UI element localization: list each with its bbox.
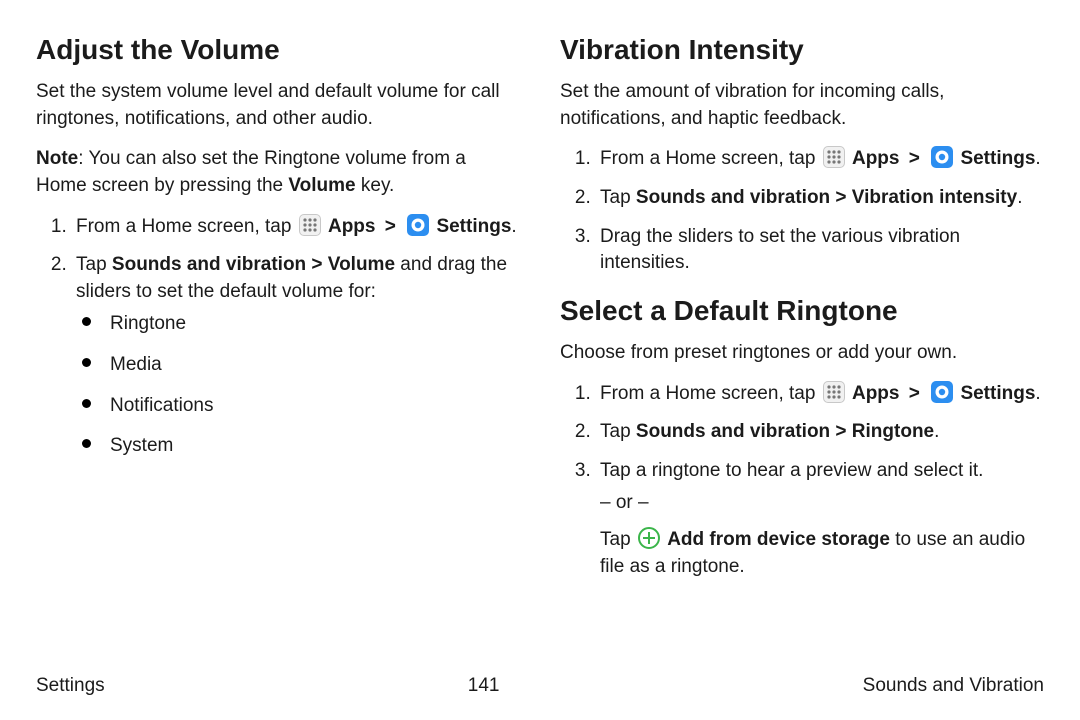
note-volume-key: Volume: [288, 175, 355, 196]
volume-categories: Ringtone Media Notifications System: [76, 311, 520, 459]
page-footer: Settings 141 Sounds and Vibration: [36, 661, 1044, 700]
add-storage-label: Add from device storage: [667, 529, 890, 550]
content-columns: Adjust the Volume Set the system volume …: [36, 30, 1044, 661]
steps-ringtone: From a Home screen, tap Apps > Settings.…: [560, 381, 1044, 581]
ring-alt: Tap Add from device storage to use an au…: [600, 527, 1044, 580]
note-label: Note: [36, 148, 78, 169]
apps-label: Apps: [852, 148, 900, 169]
settings-label: Settings: [960, 148, 1035, 169]
vib2-path: Sounds and vibration > Vibration intensi…: [636, 187, 1017, 208]
ring-step-3: Tap a ringtone to hear a preview and sel…: [596, 458, 1044, 580]
left-column: Adjust the Volume Set the system volume …: [36, 30, 520, 661]
intro-text: Set the system volume level and default …: [36, 79, 520, 132]
step-2: Tap Sounds and vibration > Volume and dr…: [72, 252, 520, 460]
note-part2: key.: [356, 175, 395, 196]
settings-label: Settings: [436, 216, 511, 237]
ring2-prefix: Tap: [600, 421, 636, 442]
step1-prefix: From a Home screen, tap: [76, 216, 297, 237]
or-divider: – or –: [600, 490, 1044, 517]
vibration-intro: Set the amount of vibration for incoming…: [560, 79, 1044, 132]
apps-label: Apps: [328, 216, 376, 237]
footer-left: Settings: [36, 673, 105, 700]
period: .: [1035, 383, 1040, 404]
vib2-prefix: Tap: [600, 187, 636, 208]
note-part1: : You can also set the Ringtone volume f…: [36, 148, 466, 196]
step2-path: Sounds and vibration > Volume: [112, 254, 395, 275]
bullet-system: System: [82, 433, 520, 460]
ring3-text: Tap a ringtone to hear a preview and sel…: [600, 460, 983, 481]
apps-icon: [299, 214, 321, 236]
ring2-suffix: .: [934, 421, 939, 442]
vib1-prefix: From a Home screen, tap: [600, 148, 821, 169]
chevron-icon: >: [385, 216, 396, 237]
vib2-suffix: .: [1017, 187, 1022, 208]
period: .: [1035, 148, 1040, 169]
settings-label: Settings: [960, 383, 1035, 404]
settings-icon: [931, 381, 953, 403]
note-text: Note: You can also set the Ringtone volu…: [36, 146, 520, 199]
steps-adjust-volume: From a Home screen, tap Apps > Settings.…: [36, 214, 520, 460]
step-1: From a Home screen, tap Apps > Settings.: [72, 214, 520, 241]
footer-right: Sounds and Vibration: [863, 673, 1044, 700]
ring4-prefix: Tap: [600, 529, 636, 550]
apps-icon: [823, 381, 845, 403]
vib-step-3: Drag the sliders to set the various vibr…: [596, 224, 1044, 277]
right-column: Vibration Intensity Set the amount of vi…: [560, 30, 1044, 661]
ring1-prefix: From a Home screen, tap: [600, 383, 821, 404]
bullet-notifications: Notifications: [82, 393, 520, 420]
heading-default-ringtone: Select a Default Ringtone: [560, 291, 1044, 330]
footer-page-number: 141: [468, 673, 500, 700]
steps-vibration: From a Home screen, tap Apps > Settings.…: [560, 146, 1044, 276]
ringtone-intro: Choose from preset ringtones or add your…: [560, 340, 1044, 367]
step2-prefix: Tap: [76, 254, 112, 275]
ring2-path: Sounds and vibration > Ringtone: [636, 421, 934, 442]
apps-label: Apps: [852, 383, 900, 404]
vib-step-2: Tap Sounds and vibration > Vibration int…: [596, 185, 1044, 212]
add-icon: [638, 527, 660, 549]
period: .: [511, 216, 516, 237]
heading-adjust-volume: Adjust the Volume: [36, 30, 520, 69]
settings-icon: [407, 214, 429, 236]
bullet-media: Media: [82, 352, 520, 379]
settings-icon: [931, 146, 953, 168]
apps-icon: [823, 146, 845, 168]
chevron-icon: >: [909, 148, 920, 169]
ring-step-2: Tap Sounds and vibration > Ringtone.: [596, 419, 1044, 446]
vib-step-1: From a Home screen, tap Apps > Settings.: [596, 146, 1044, 173]
chevron-icon: >: [909, 383, 920, 404]
manual-page: Adjust the Volume Set the system volume …: [0, 0, 1080, 720]
bullet-ringtone: Ringtone: [82, 311, 520, 338]
heading-vibration-intensity: Vibration Intensity: [560, 30, 1044, 69]
ring-step-1: From a Home screen, tap Apps > Settings.: [596, 381, 1044, 408]
